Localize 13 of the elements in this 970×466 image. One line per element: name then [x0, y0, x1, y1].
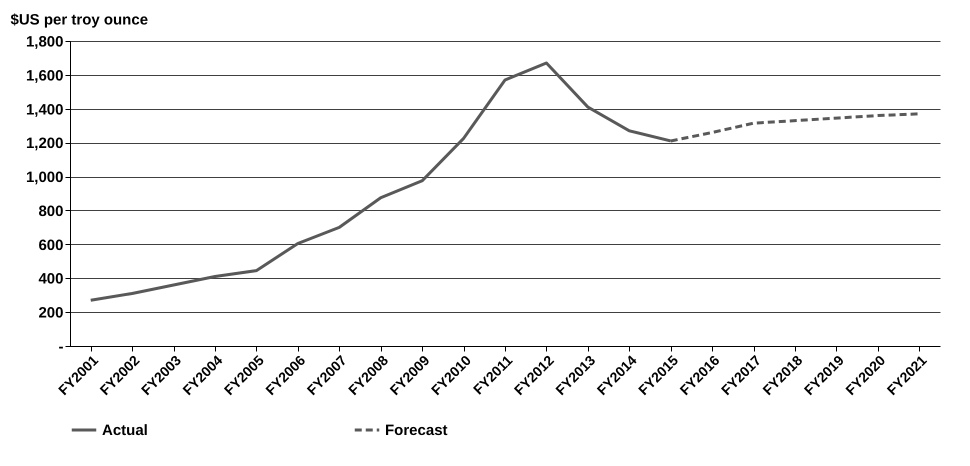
legend-label: Forecast: [385, 422, 448, 439]
legend-label: Actual: [102, 422, 148, 439]
y-tick-label: 600: [38, 236, 64, 254]
y-tick-label: 400: [38, 270, 64, 288]
y-tick-label: 1,000: [26, 169, 64, 186]
y-tick-label: 1,600: [26, 67, 64, 84]
y-tick-label: 800: [38, 202, 64, 220]
y-tick-label: -: [58, 338, 64, 356]
y-tick-label: 200: [38, 304, 64, 322]
y-tick-label: 1,800: [26, 34, 64, 50]
y-axis-title: $US per troy ounce: [10, 12, 148, 28]
y-tick-label: 1,200: [26, 135, 64, 152]
y-tick-label: 1,400: [26, 101, 64, 118]
